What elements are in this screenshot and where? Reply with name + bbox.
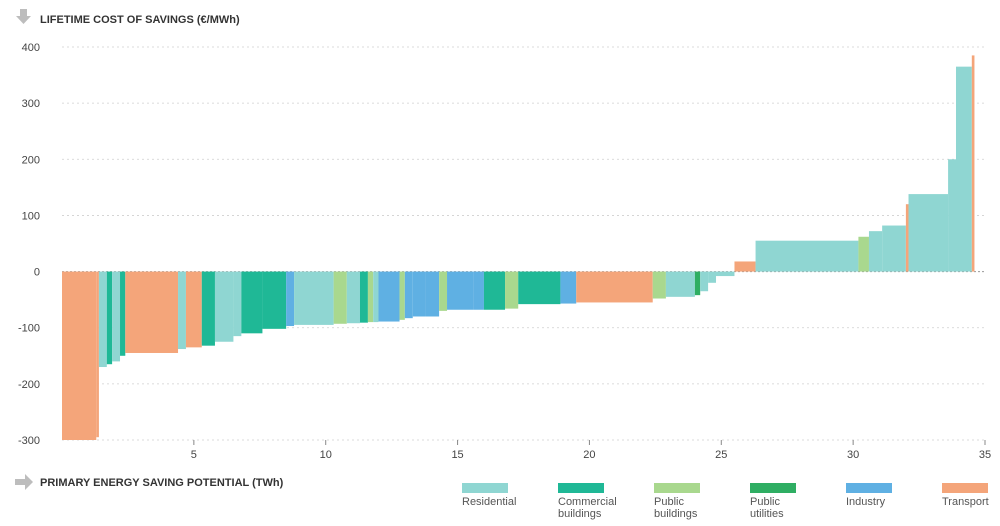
bar [346,271,360,324]
y-tick-label: -100 [18,323,40,335]
bar [98,271,107,368]
legend-label: Transport [942,496,989,508]
y-tick-label: -200 [18,379,40,391]
y-tick-label: -300 [18,435,40,447]
bar [905,204,909,272]
legend-swatch [558,483,604,493]
bar [178,271,186,350]
bar [367,271,374,323]
legend: Residential Commercial buildings Public … [460,483,1000,521]
bar [955,66,972,272]
legend-label: Industry [846,496,886,508]
legend-item-residential: Residential [460,483,540,508]
arrow-down-icon [16,9,31,24]
x-tick-label: 35 [979,449,991,461]
bar [948,159,956,272]
legend-item-industry: Industry [844,483,924,508]
x-tick-labels: 5 10 15 20 25 30 35 [191,440,991,461]
bar [412,271,426,317]
bar [125,271,179,353]
y-tick-label: 400 [22,42,40,54]
legend-swatch [654,483,700,493]
bar [868,231,883,272]
bar [333,271,347,324]
legend-label: Public [750,496,780,508]
bar [483,271,506,310]
bar [262,271,287,329]
bars [62,55,975,440]
legend-swatch [846,483,892,493]
bar [286,271,295,327]
bar [404,271,413,319]
legend-swatch [750,483,796,493]
bar [185,271,202,348]
bar [112,271,121,362]
bar [96,271,99,438]
bar [560,271,577,304]
bar [359,271,368,323]
x-tick-label: 20 [583,449,595,461]
legend-label-line2: buildings [654,508,698,520]
bar [439,271,448,311]
bar [755,240,859,272]
y-tick-label: 0 [34,267,40,279]
bar [241,271,263,334]
bar [716,271,735,277]
y-tick-label: 300 [22,98,40,110]
legend-swatch [942,483,988,493]
y-axis-title: LIFETIME COST OF SAVINGS (€/MWh) [40,14,240,26]
legend-item-transport: Transport [940,483,1000,508]
legend-label-line2: buildings [558,508,602,520]
bar [694,271,701,296]
bar [858,236,869,272]
legend-label: Residential [462,496,517,508]
bar [399,271,405,320]
bar [882,225,906,272]
legend-item-public-buildings: Public buildings [652,483,732,520]
bar [120,271,126,356]
legend-item-commercial-buildings: Commercial buildings [556,483,636,520]
bar [734,261,756,272]
y-tick-labels: 400 300 200 100 0 -100 -200 -300 [18,42,40,447]
bar [425,271,440,317]
bar [700,271,709,292]
legend-label-line2: utilities [750,508,784,520]
bar [576,271,653,303]
bar [233,271,242,337]
bar [473,271,484,310]
x-tick-label: 25 [715,449,727,461]
x-tick-label: 15 [451,449,463,461]
arrow-right-icon [15,474,33,490]
bar [505,271,519,309]
bar [518,271,561,305]
y-tick-label: 200 [22,154,40,166]
bar [971,55,975,272]
bar [62,271,97,440]
bar [294,271,334,325]
x-tick-label: 10 [320,449,332,461]
bar [373,271,379,323]
x-tick-label: 5 [191,449,197,461]
legend-label: Commercial [558,496,617,508]
bar [652,271,666,299]
legend-label: Public [654,496,684,508]
bar [665,271,695,297]
x-tick-label: 30 [847,449,859,461]
y-tick-label: 100 [22,210,40,222]
bar [106,271,113,365]
legend-swatch [462,483,508,493]
bar [378,271,400,322]
bar [908,194,949,272]
bar [214,271,234,342]
bar [708,271,717,283]
legend-item-public-utilities: Public utilities [748,483,828,520]
x-axis-title: PRIMARY ENERGY SAVING POTENTIAL (TWh) [40,477,284,489]
bar [447,271,474,310]
bar [201,271,215,346]
